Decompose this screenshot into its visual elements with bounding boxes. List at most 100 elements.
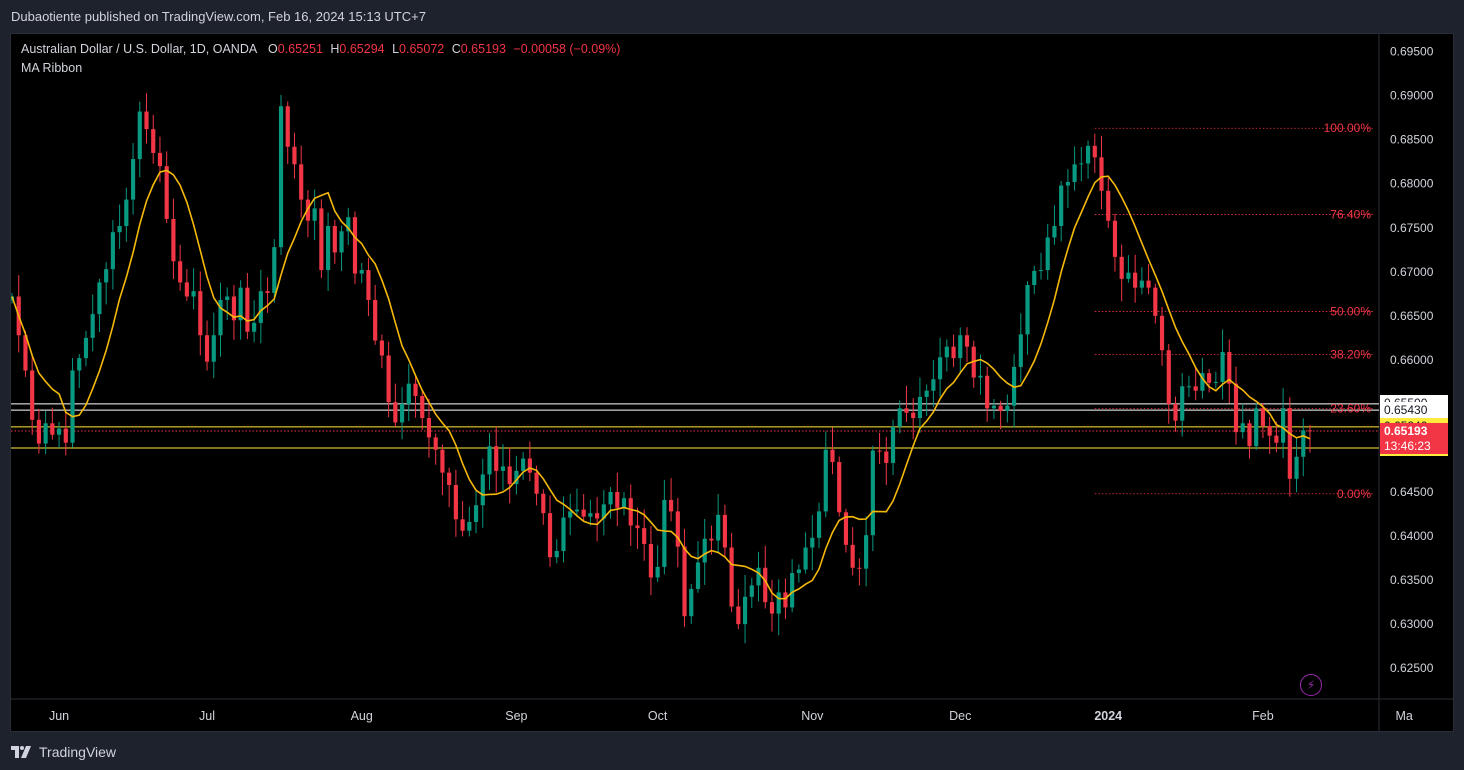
candle-body — [137, 111, 142, 160]
candle-body — [238, 287, 243, 321]
candle-body — [662, 499, 667, 567]
candle-body — [231, 296, 237, 321]
candle-body — [1213, 381, 1218, 383]
candle-body — [514, 470, 519, 485]
candle-body — [97, 282, 102, 315]
candle-body — [184, 282, 189, 297]
last-price-tag: 0.65193 13:46:23 — [1380, 422, 1448, 454]
candle-body — [716, 514, 721, 541]
candle-body — [884, 451, 889, 463]
candle-body — [299, 164, 304, 200]
candle-body — [1274, 435, 1279, 443]
candle-body — [588, 513, 593, 517]
candle-body — [460, 519, 465, 531]
open-label: O — [267, 42, 278, 56]
candle-body — [776, 592, 781, 614]
candle-body — [931, 379, 936, 391]
chart-panel[interactable]: 0.69500 0.69000 0.68500 0.68000 0.67500 0.670… — [10, 33, 1454, 732]
candle-body — [1038, 270, 1044, 272]
candle-body — [352, 217, 358, 274]
candle-body — [292, 146, 297, 165]
candle-body — [83, 337, 89, 359]
candle-body — [574, 509, 580, 512]
y-tick-label: 0.63000 — [1390, 617, 1434, 631]
candle-body — [413, 383, 418, 397]
candle-body — [366, 270, 371, 300]
lightning-icon[interactable]: ⚡ — [1300, 674, 1322, 696]
candle-body — [23, 335, 28, 371]
candle-body — [1207, 373, 1212, 383]
y-tick-label: 0.62500 — [1390, 661, 1434, 675]
footer: TradingView — [0, 734, 1464, 770]
candle-body — [1112, 220, 1118, 257]
candle-body — [554, 551, 559, 558]
tradingview-logo[interactable]: TradingView — [11, 744, 116, 760]
fib-label: 38.20% — [1330, 348, 1371, 362]
candle-body — [870, 450, 875, 536]
open-value: 0.65251 — [277, 42, 323, 56]
candle-body — [399, 403, 405, 423]
candle-body — [1059, 185, 1064, 227]
candle-body — [1018, 334, 1023, 367]
candle-body — [837, 462, 842, 513]
candle-body — [130, 159, 136, 200]
candle-body — [951, 346, 956, 359]
candle-body — [635, 525, 640, 529]
candle-body — [1085, 145, 1091, 164]
candle-body — [1220, 351, 1225, 382]
candle-body — [447, 472, 452, 485]
bar-countdown: 13:46:23 — [1384, 438, 1431, 453]
candle-body — [1254, 408, 1259, 447]
candle-body — [944, 346, 949, 358]
y-tick-label: 0.67000 — [1390, 265, 1434, 279]
fib-label: 0.00% — [1337, 487, 1371, 501]
candle-body — [890, 426, 896, 463]
fib-label: 23.60% — [1330, 401, 1371, 415]
price-chart[interactable]: 0.69500 0.69000 0.68500 0.68000 0.67500 0.670… — [11, 34, 1453, 731]
low-label: L — [392, 42, 400, 56]
candle-body — [1052, 226, 1057, 238]
candle-body — [843, 512, 849, 545]
candle-body — [453, 484, 458, 520]
candle-body — [1065, 181, 1070, 186]
candle-body — [406, 383, 411, 404]
candle-body — [480, 474, 485, 506]
candle-body — [252, 322, 257, 332]
candle-body — [1247, 423, 1252, 447]
candle-body — [386, 355, 391, 403]
candle-body — [278, 106, 284, 248]
candle-body — [157, 152, 163, 167]
candle-body — [1079, 163, 1084, 165]
candle-body — [1287, 408, 1292, 479]
candle-body — [615, 492, 620, 508]
candle-body — [265, 291, 270, 293]
candle-body — [736, 606, 741, 625]
candle-body — [211, 335, 216, 362]
candle-body — [803, 547, 808, 570]
candle-body — [547, 513, 553, 558]
x-tick-label: Jun — [49, 709, 69, 723]
close-value: 0.65193 — [460, 42, 506, 56]
candle-body — [1092, 145, 1097, 158]
candle-body — [1106, 190, 1111, 221]
candle-body — [864, 535, 869, 569]
candle-body — [911, 412, 916, 419]
candle-body — [440, 449, 445, 473]
candle-body — [332, 226, 337, 253]
high-label: H — [330, 42, 340, 56]
candle-body — [359, 270, 364, 274]
symbol-name[interactable]: Australian Dollar / U.S. Dollar, 1D, OAN… — [21, 42, 257, 56]
candle-body — [998, 405, 1003, 411]
candle-body — [144, 111, 149, 130]
candle-body — [702, 538, 707, 563]
candle-body — [682, 546, 687, 617]
indicator-label[interactable]: MA Ribbon — [21, 61, 83, 75]
y-tick-label: 0.67500 — [1390, 221, 1434, 235]
candle-body — [1025, 285, 1030, 335]
candle-body — [648, 543, 653, 578]
candle-body — [104, 269, 109, 283]
fib-label: 76.40% — [1330, 208, 1371, 222]
low-value: 0.65072 — [399, 42, 445, 56]
candle-body — [924, 390, 929, 397]
candle-body — [225, 296, 230, 300]
